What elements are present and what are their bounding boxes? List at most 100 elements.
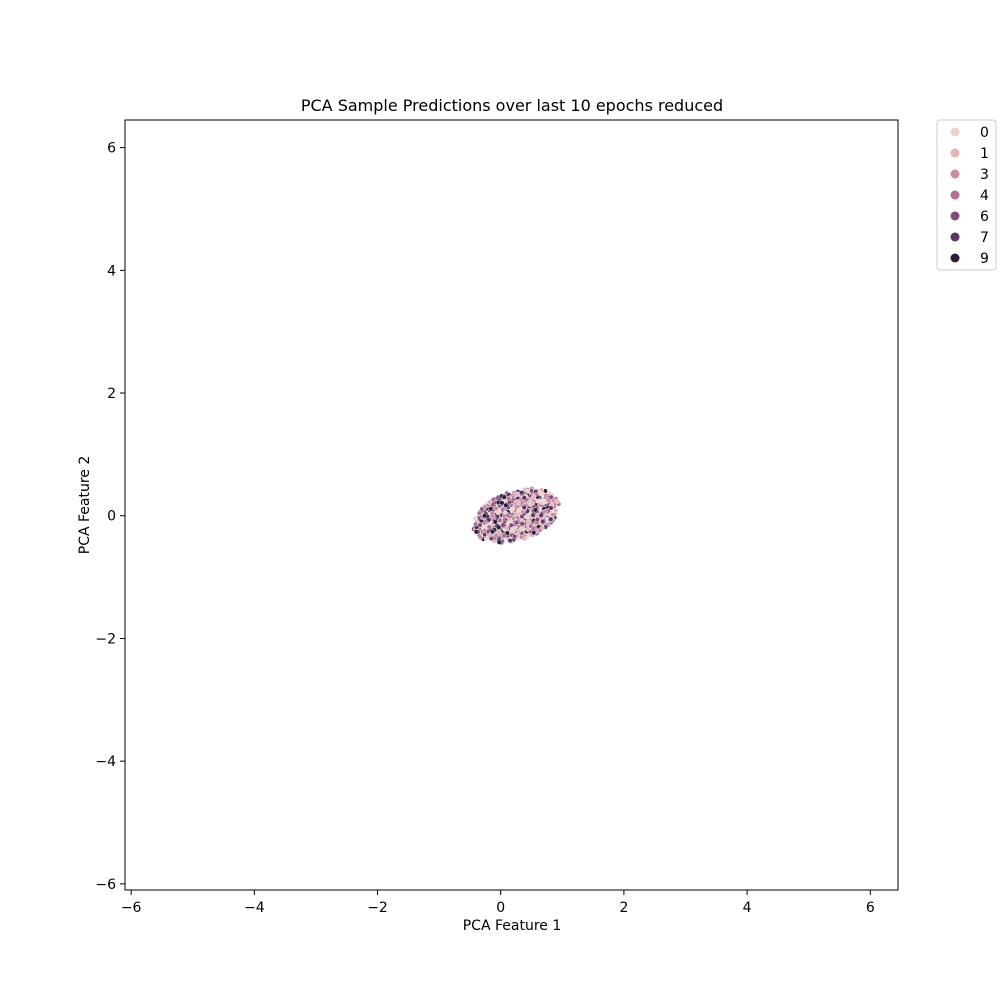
data-point (531, 530, 537, 536)
data-point (515, 499, 521, 505)
data-point (509, 528, 515, 534)
data-point (482, 504, 488, 510)
data-point (519, 526, 525, 532)
legend-label: 9 (980, 251, 989, 267)
points-layer (471, 486, 562, 546)
data-point (490, 497, 496, 503)
x-tick-label: −2 (367, 900, 388, 916)
legend-marker (950, 190, 960, 200)
data-point (503, 502, 509, 508)
data-point (501, 533, 507, 539)
data-point (531, 493, 537, 499)
data-point (489, 511, 495, 517)
data-point (543, 493, 549, 499)
legend-label: 4 (980, 188, 989, 204)
data-point (482, 528, 488, 534)
data-point (482, 513, 488, 519)
data-point (501, 494, 507, 500)
x-axis-label: PCA Feature 1 (463, 918, 562, 934)
data-point (473, 521, 479, 527)
data-point (497, 517, 503, 523)
data-point (530, 512, 536, 518)
data-point (473, 529, 479, 535)
y-tick-label: −2 (95, 631, 116, 647)
data-point (519, 490, 525, 496)
x-tick-label: −4 (244, 900, 265, 916)
data-point (477, 522, 483, 528)
data-point (542, 509, 548, 515)
data-point (501, 513, 507, 519)
legend-label: 7 (980, 230, 989, 246)
data-point (548, 516, 554, 522)
plot-area-frame (124, 119, 899, 891)
data-point (545, 497, 551, 503)
x-tick-label: 6 (866, 900, 875, 916)
y-tick-label: 4 (107, 263, 116, 279)
x-tick-label: −6 (121, 900, 142, 916)
legend-marker (950, 211, 960, 221)
data-point (496, 524, 502, 530)
y-tick-label: −4 (95, 754, 116, 770)
data-point (532, 507, 538, 513)
legend-items: 0 1 3 4 6 7 9 (950, 125, 989, 267)
data-point (528, 523, 534, 529)
data-point (493, 532, 499, 538)
data-point (521, 495, 527, 501)
data-point (550, 512, 556, 518)
legend-box (936, 119, 997, 271)
x-tick-label: 2 (619, 900, 628, 916)
data-point (514, 520, 520, 526)
y-tick-label: 0 (107, 509, 116, 525)
y-tick-label: −6 (95, 877, 116, 893)
data-point (519, 514, 525, 520)
data-point (483, 536, 489, 542)
data-point (504, 525, 510, 531)
legend-label: 3 (980, 167, 989, 183)
data-point (525, 526, 531, 532)
data-point (519, 521, 525, 527)
legend-marker (950, 148, 960, 158)
data-point (506, 496, 512, 502)
data-point (521, 505, 527, 511)
legend-marker (950, 169, 960, 179)
data-point (512, 534, 518, 540)
data-point (477, 534, 483, 540)
data-point (516, 507, 522, 513)
data-point (487, 500, 493, 506)
y-axis-label: PCA Feature 2 (77, 456, 93, 555)
data-point (492, 519, 498, 525)
data-point (529, 501, 535, 507)
data-point (499, 500, 505, 506)
data-point (510, 506, 516, 512)
data-point (511, 496, 517, 502)
x-tick-label: 4 (743, 900, 752, 916)
y-axis-ticks: −6 −4 −2 0 2 4 6 (95, 141, 125, 893)
data-point (553, 507, 559, 513)
legend-marker (950, 253, 960, 263)
y-tick-label: 2 (107, 386, 116, 402)
data-point (500, 522, 506, 528)
data-point (524, 514, 530, 520)
data-point (507, 538, 513, 544)
data-point (486, 517, 492, 523)
data-point (534, 517, 540, 523)
legend-label: 0 (980, 125, 989, 141)
data-point (555, 499, 561, 505)
data-point (519, 499, 525, 505)
legend-marker (950, 232, 960, 242)
data-point (508, 522, 514, 528)
data-point (488, 506, 494, 512)
legend: 0 1 3 4 6 7 9 (936, 119, 997, 271)
data-point (476, 510, 482, 516)
legend-label: 1 (980, 146, 989, 162)
data-point (488, 536, 494, 542)
data-point (496, 539, 502, 545)
legend-label: 6 (980, 209, 989, 225)
data-point (537, 527, 543, 533)
x-axis-ticks: −6 −4 −2 0 2 4 6 (121, 890, 875, 916)
data-point (513, 512, 519, 518)
data-point (539, 499, 545, 505)
data-point (519, 534, 525, 540)
data-point (538, 512, 544, 518)
